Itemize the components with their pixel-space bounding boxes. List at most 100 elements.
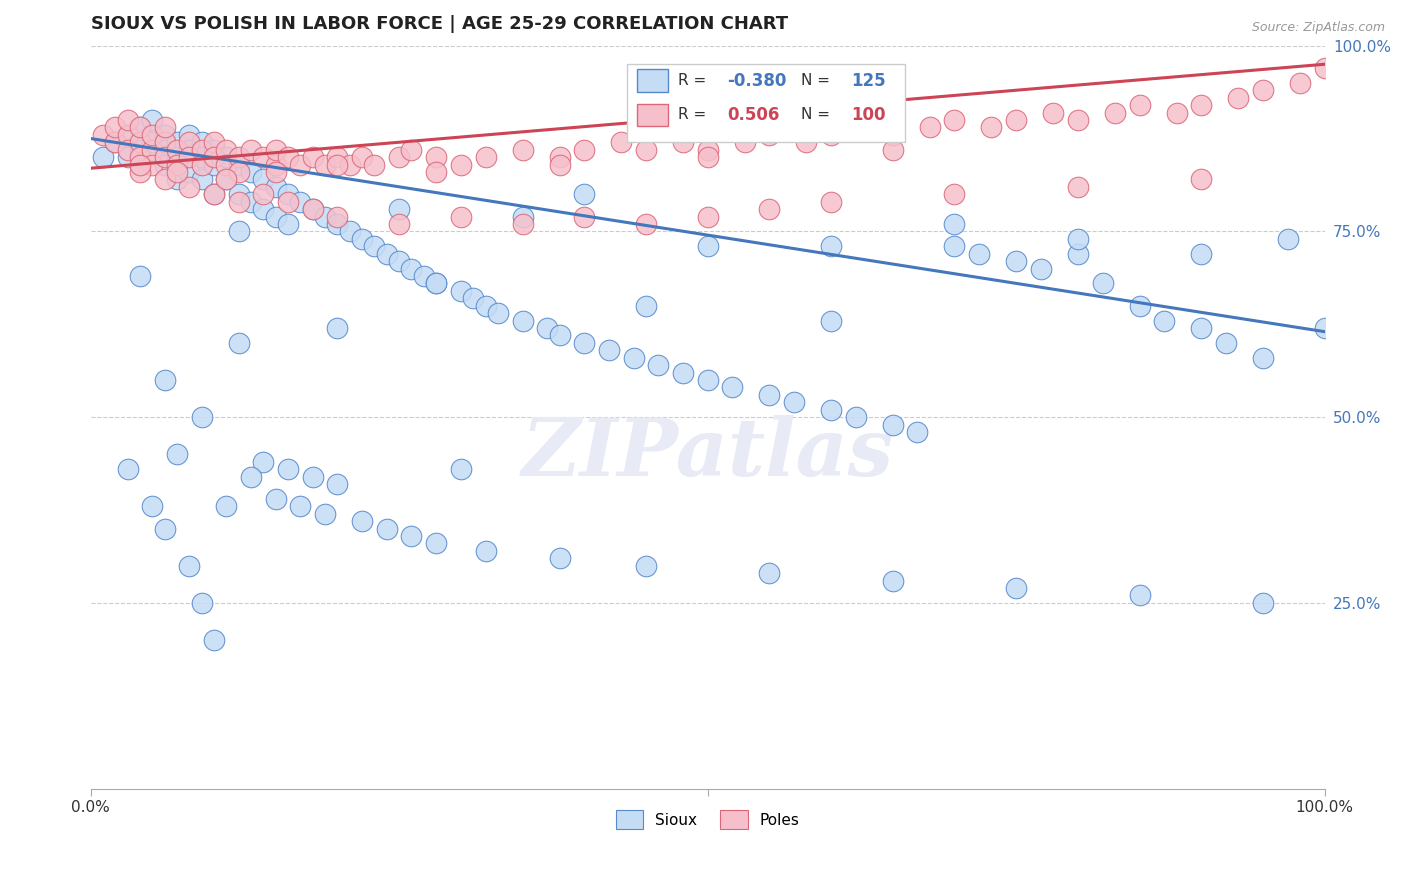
Point (277, 150, 299, 164)
Point (1067, 246, 1090, 260)
Point (166, 447, 188, 461)
Point (166, 143, 188, 157)
Point (129, 157, 152, 171)
Point (388, 150, 411, 164)
Point (512, 210, 534, 224)
Text: 125: 125 (851, 71, 886, 89)
Point (943, 187, 966, 202)
Text: -0.380: -0.380 (727, 71, 787, 89)
Point (574, 143, 596, 157)
Point (352, 232, 374, 246)
Point (339, 157, 361, 171)
Point (1189, 321, 1212, 335)
Point (450, 157, 472, 171)
Point (450, 210, 472, 224)
Point (980, 120, 1002, 135)
Point (104, 135, 127, 149)
Point (1091, 277, 1114, 291)
Point (882, 143, 904, 157)
Point (179, 128, 201, 142)
Point (548, 551, 571, 566)
Point (252, 172, 274, 186)
Point (190, 135, 212, 149)
Point (758, 388, 780, 402)
Point (153, 373, 176, 387)
Point (202, 632, 225, 647)
Point (598, 343, 620, 358)
Point (228, 335, 250, 350)
Point (363, 157, 385, 171)
Point (326, 321, 349, 335)
Point (326, 210, 349, 224)
Point (301, 202, 323, 216)
Legend: Sioux, Poles: Sioux, Poles (607, 803, 807, 837)
Point (634, 299, 657, 313)
Point (967, 246, 990, 260)
Point (240, 469, 263, 483)
Point (375, 246, 398, 260)
Point (1189, 172, 1212, 186)
Point (153, 522, 176, 536)
Point (474, 150, 496, 164)
Point (388, 217, 411, 231)
Point (277, 194, 299, 209)
Point (166, 165, 188, 179)
Point (117, 112, 139, 127)
Point (202, 143, 225, 157)
Point (141, 143, 163, 157)
Point (1189, 246, 1212, 260)
Point (672, 366, 695, 380)
Point (634, 217, 657, 231)
Point (215, 143, 238, 157)
Point (1067, 232, 1090, 246)
Point (129, 268, 152, 283)
Point (326, 150, 349, 164)
Text: ZIPatlas: ZIPatlas (522, 416, 894, 493)
Point (301, 202, 323, 216)
Point (129, 143, 152, 157)
Point (425, 165, 447, 179)
Point (117, 143, 139, 157)
Point (610, 135, 633, 149)
Point (179, 150, 201, 164)
Point (352, 150, 374, 164)
Point (943, 217, 966, 231)
Point (264, 210, 287, 224)
Point (1029, 261, 1052, 276)
Point (202, 187, 225, 202)
Text: R =: R = (678, 107, 716, 122)
Point (215, 150, 238, 164)
Point (1005, 581, 1028, 595)
Point (882, 128, 904, 142)
Point (240, 194, 263, 209)
Point (696, 143, 718, 157)
Point (339, 224, 361, 238)
Point (388, 202, 411, 216)
Point (91, 128, 114, 142)
Point (277, 462, 299, 476)
Point (1042, 105, 1064, 120)
Point (290, 500, 312, 514)
Point (153, 120, 176, 135)
Point (228, 187, 250, 202)
Point (129, 120, 152, 135)
Point (141, 157, 163, 171)
Point (290, 157, 312, 171)
Point (153, 172, 176, 186)
Point (574, 187, 596, 202)
Point (548, 328, 571, 343)
Point (647, 358, 669, 372)
Text: 0.506: 0.506 (727, 106, 780, 124)
Text: N =: N = (801, 107, 835, 122)
Text: R =: R = (678, 73, 711, 88)
Point (1251, 596, 1274, 610)
Point (190, 157, 212, 171)
Point (474, 544, 496, 558)
Point (486, 306, 509, 320)
Point (179, 558, 201, 573)
Point (166, 172, 188, 186)
Point (425, 277, 447, 291)
Point (228, 157, 250, 171)
Point (1067, 179, 1090, 194)
Point (401, 529, 423, 543)
